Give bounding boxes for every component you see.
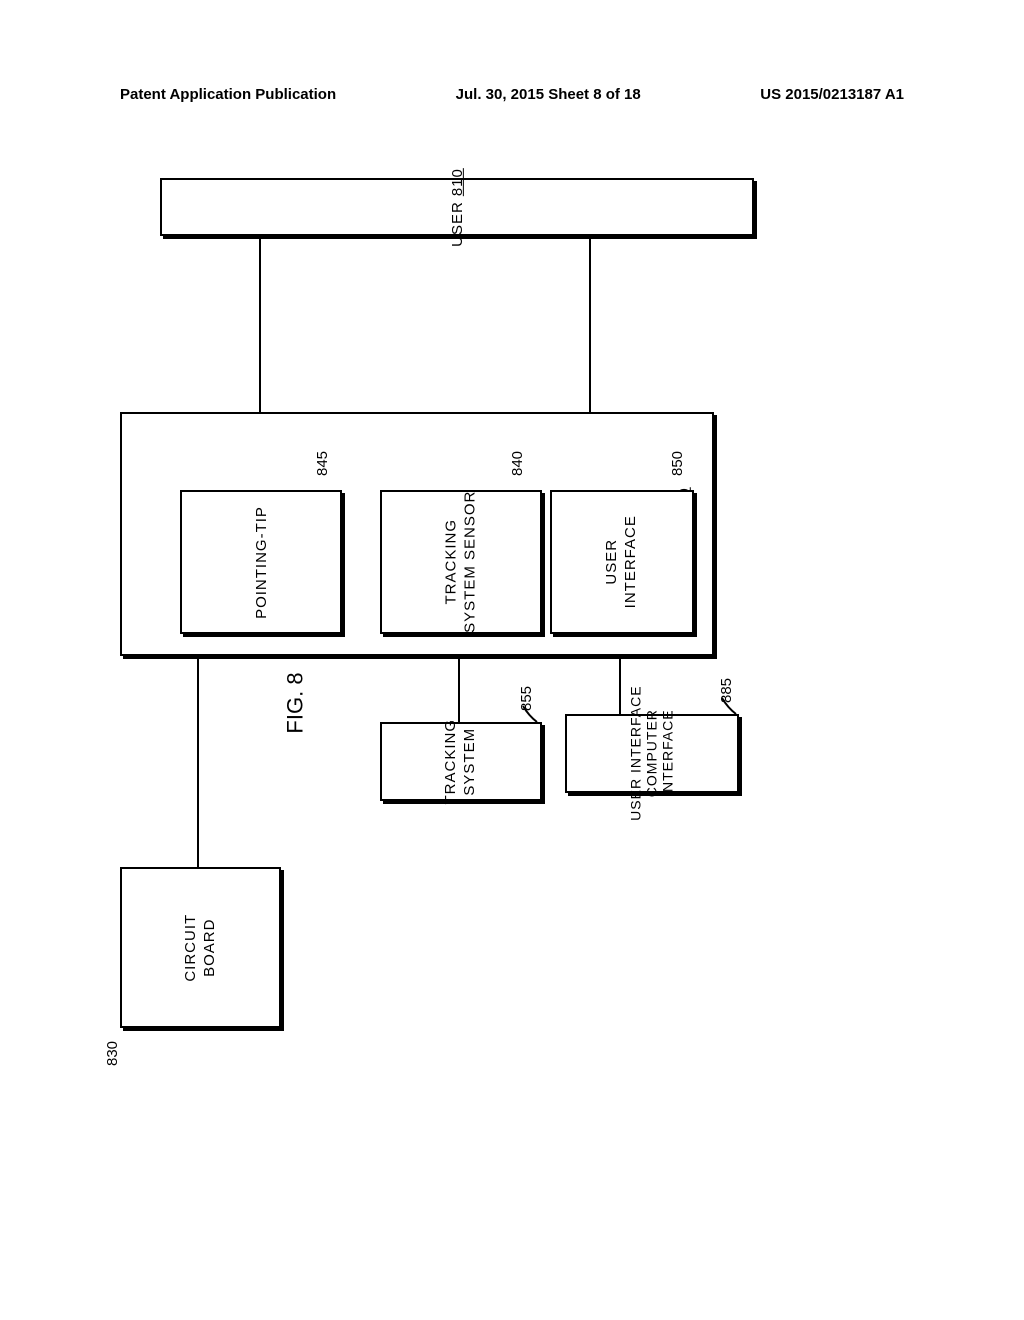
user-text: USER [449,201,466,247]
pointing-tip-text: POINTING-TIP [253,506,270,619]
uic-text3: INTERFACE [660,686,676,821]
tracking-system-block: TRACKING SYSTEM [380,722,542,801]
sensor-text1: TRACKING [442,491,461,633]
ref-840: 840 [509,451,526,476]
circuit-text2: BOARD [200,914,219,982]
ref-885: 885 [718,678,735,703]
connectors [120,150,904,1200]
uic-text1: USER INTERFACE [628,686,644,821]
header-middle: Jul. 30, 2015 Sheet 8 of 18 [456,86,641,103]
pointing-tip-block: POINTING-TIP [180,490,342,634]
tracking-text2: SYSTEM [461,719,480,805]
ref-845: 845 [314,451,331,476]
user-interface-block: USER INTERFACE [550,490,694,634]
figure-caption: FIG. 8 [283,672,309,733]
header-right: US 2015/0213187 A1 [760,86,904,103]
figure-area: USER 810 PROBE 820 POINTING-TIP 845 TRAC… [120,150,904,1200]
circuit-text1: CIRCUIT [182,914,201,982]
page-header: Patent Application Publication Jul. 30, … [0,86,1024,103]
header-left: Patent Application Publication [120,86,336,103]
user-ref: 810 [449,168,466,196]
ui-text1: USER [603,515,622,608]
tracking-text1: TRACKING [442,719,461,805]
ref-830: 830 [104,1041,121,1066]
ui-text2: INTERFACE [622,515,641,608]
sensor-text2: SYSTEM SENSOR [461,491,480,633]
ref-850: 850 [669,451,686,476]
user-block: USER 810 [160,178,754,236]
circuit-board-block: CIRCUIT BOARD [120,867,281,1028]
uic-block: USER INTERFACE COMPUTER INTERFACE [565,714,739,793]
uic-text2: COMPUTER [644,686,660,821]
ref-855: 855 [518,686,535,711]
tracking-sensor-block: TRACKING SYSTEM SENSOR [380,490,542,634]
